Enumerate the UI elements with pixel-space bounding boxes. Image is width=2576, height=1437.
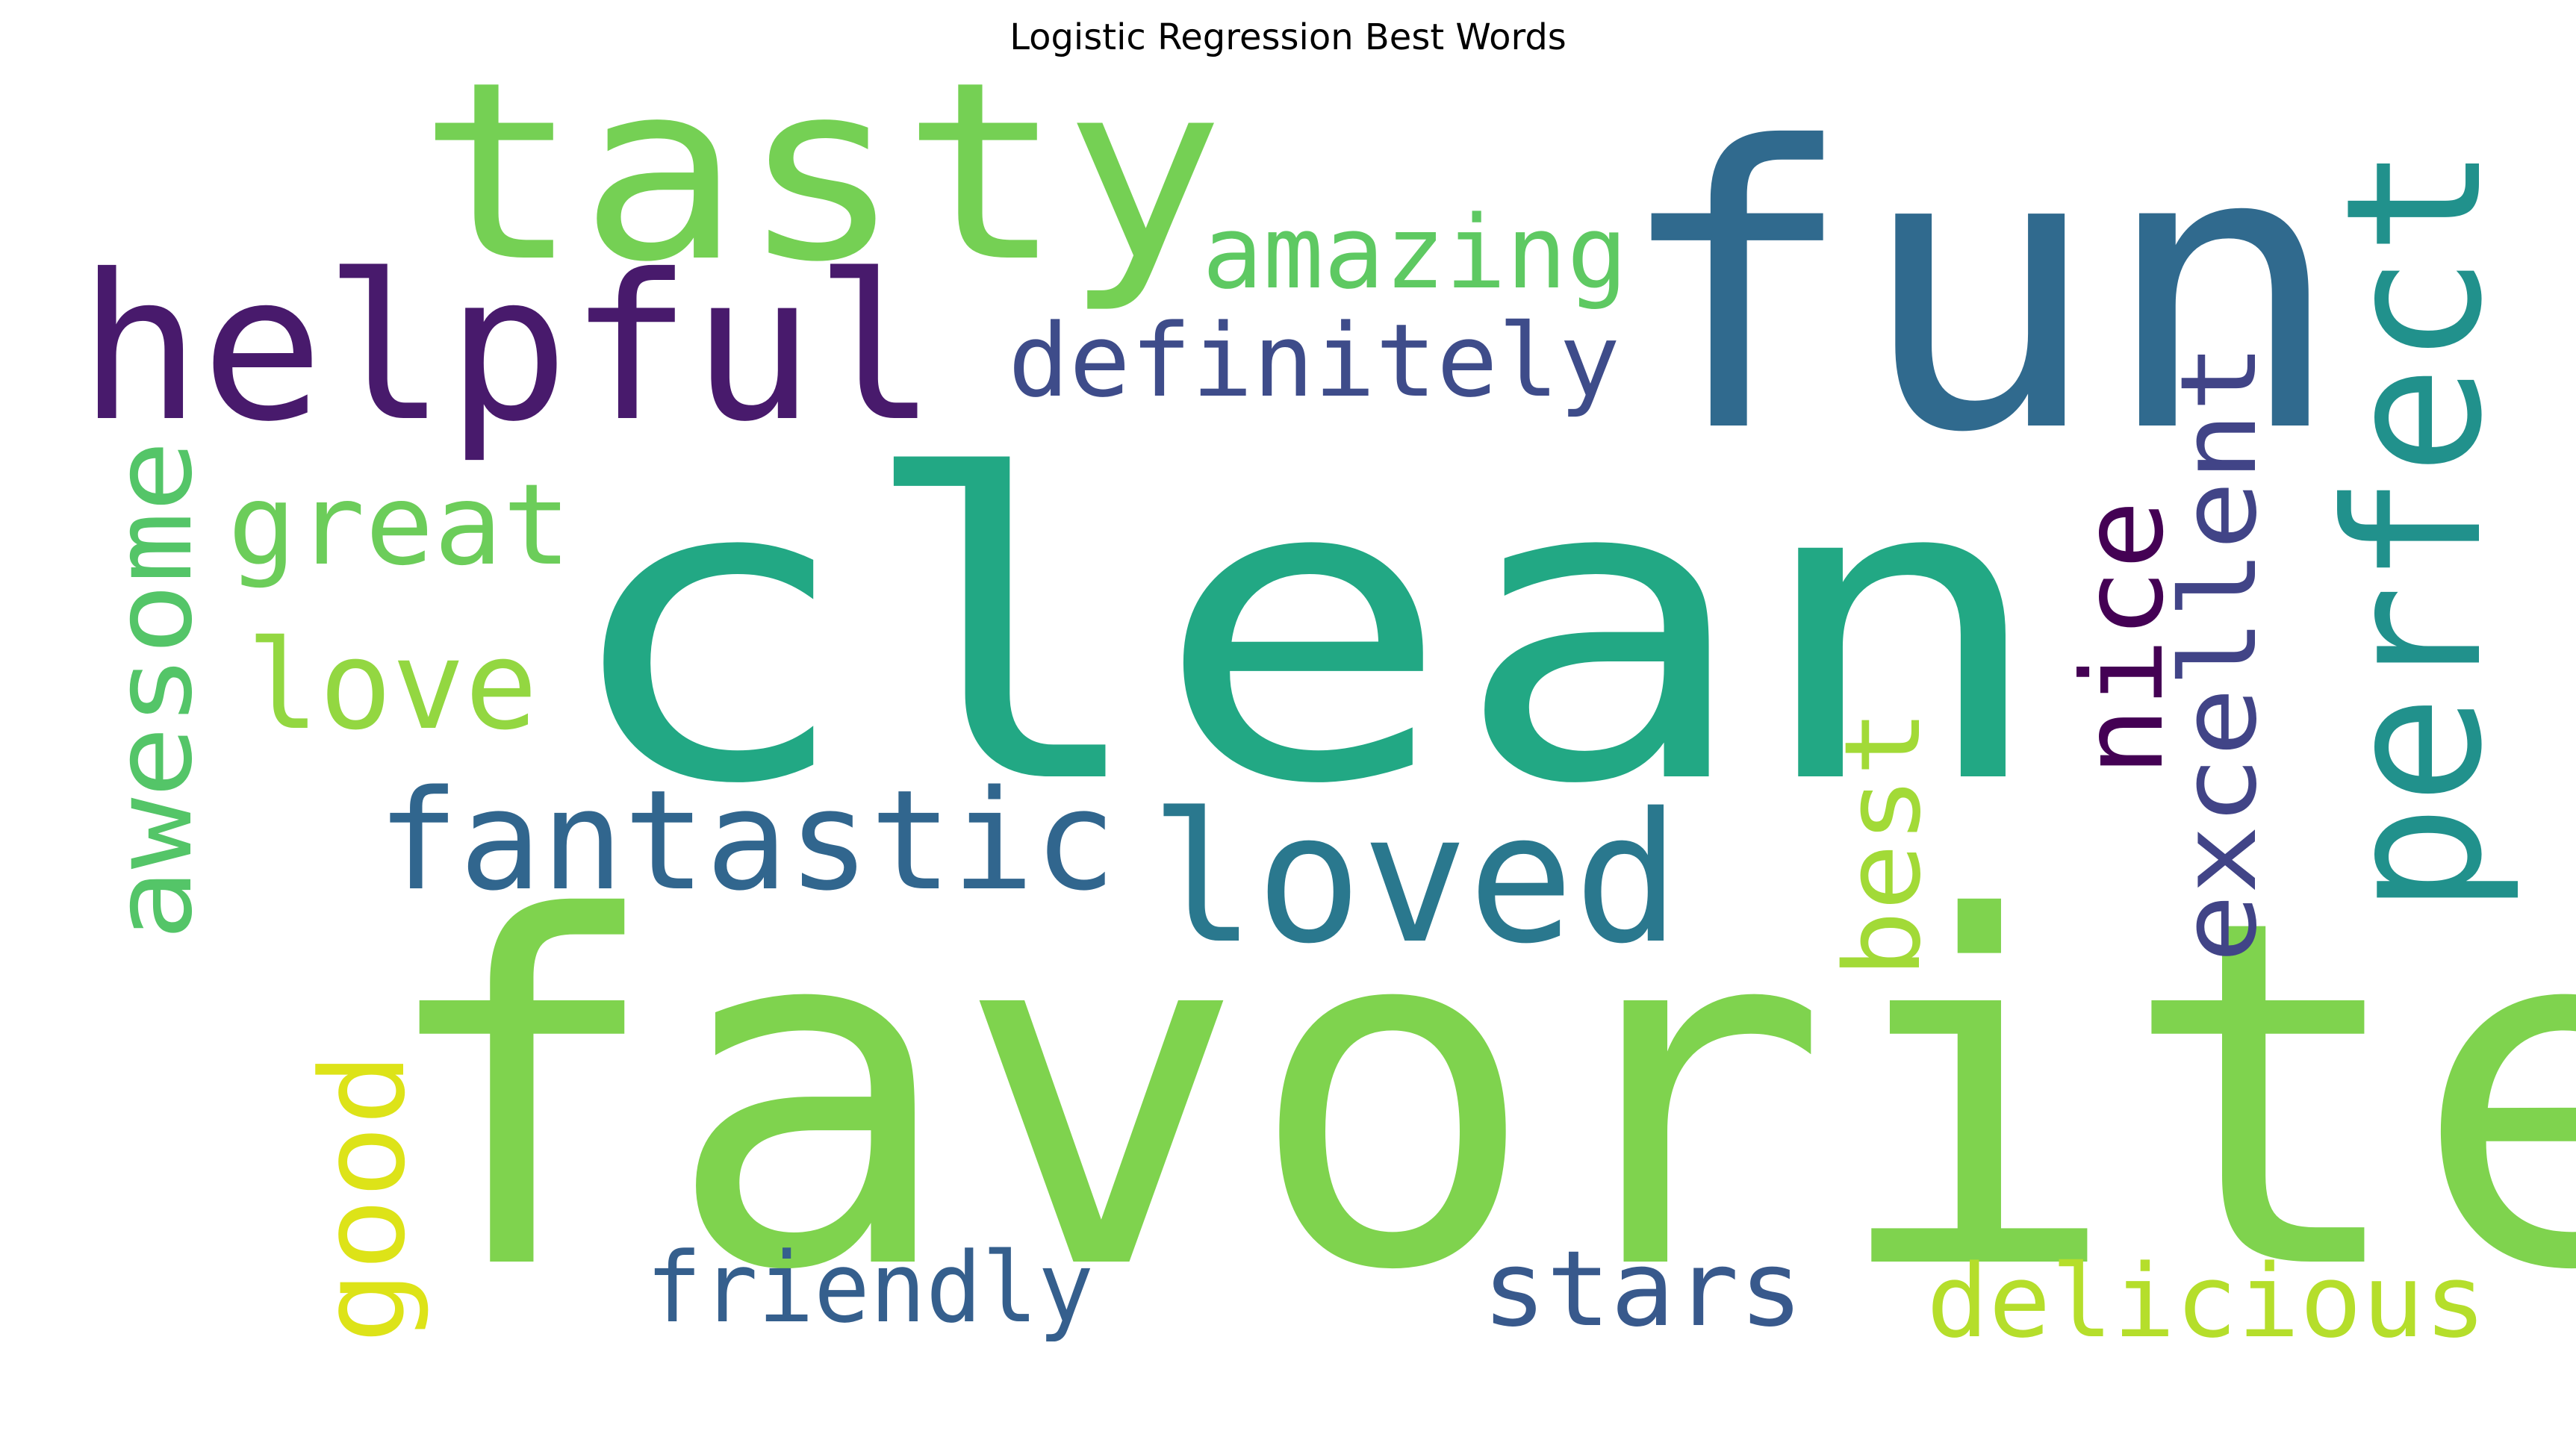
word-delicious: delicious xyxy=(1926,1243,2486,1360)
word-perfect: perfect xyxy=(2306,146,2523,914)
word-good: good xyxy=(296,1053,431,1344)
word-clean: clean xyxy=(556,389,2050,876)
word-stars: stars xyxy=(1482,1229,1803,1350)
word-fantastic: fantastic xyxy=(377,760,1116,921)
word-favorite: favorite xyxy=(373,818,2576,1374)
word-friendly: friendly xyxy=(646,1231,1094,1344)
word-excellent: excellent xyxy=(2159,343,2280,963)
chart-title: Logistic Regression Best Words xyxy=(1009,16,1567,58)
word-loved: loved xyxy=(1150,774,1680,983)
word-amazing: amazing xyxy=(1202,194,1628,311)
word-love: love xyxy=(246,614,538,757)
word-best: best xyxy=(1823,709,1944,978)
word-nice: nice xyxy=(2059,500,2188,776)
word-tasty: tasty xyxy=(418,29,1225,316)
word-great: great xyxy=(228,461,571,590)
word-awesome: awesome xyxy=(90,440,217,941)
word-definitely: definitely xyxy=(1008,302,1620,420)
word-fun: fun xyxy=(1613,65,2345,517)
word-helpful: helpful xyxy=(78,231,937,466)
